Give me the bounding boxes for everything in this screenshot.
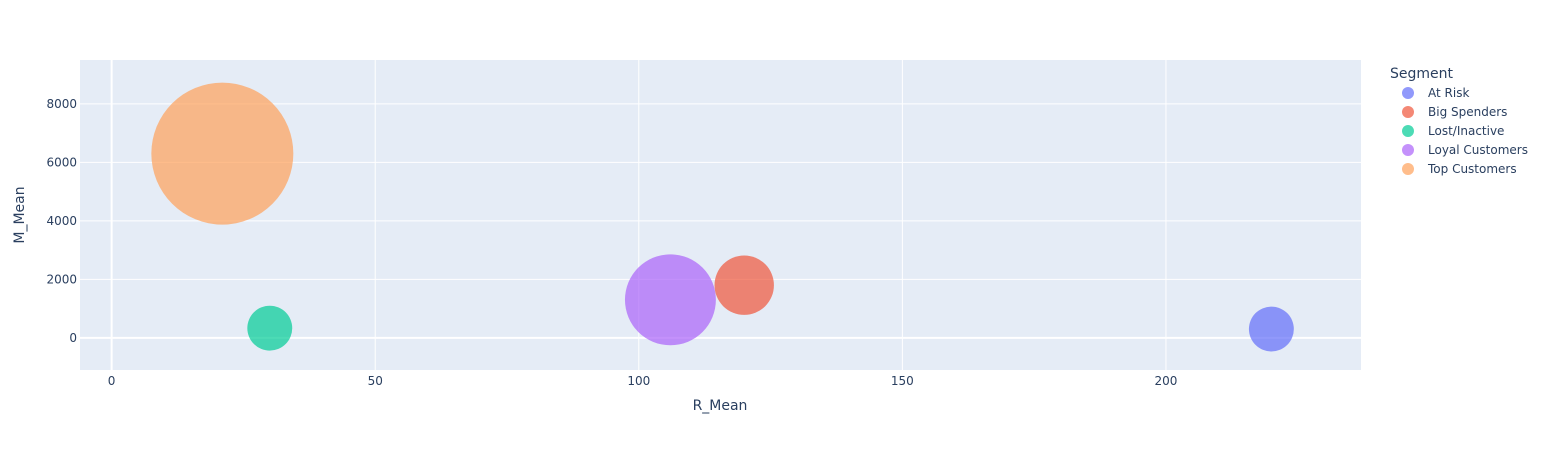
x-axis-title: R_Mean (693, 398, 748, 414)
x-gridlines (110, 60, 1167, 370)
y-tick-label: 6000 (46, 155, 77, 169)
x-tick-label: 150 (891, 374, 914, 388)
y-axis-title: M_Mean (12, 186, 28, 243)
y-tick-label: 0 (69, 331, 77, 345)
legend-label: Big Spenders (1428, 105, 1507, 119)
bubble-top-customers (151, 82, 294, 225)
legend-marker (1402, 163, 1414, 175)
bubbles (151, 82, 1294, 352)
y-tick-label: 8000 (46, 97, 77, 111)
legend-marker (1402, 144, 1414, 156)
bubble-at-risk (1248, 306, 1294, 352)
legend-label: Top Customers (1427, 162, 1517, 176)
legend-label: Lost/Inactive (1428, 124, 1504, 138)
y-tick-label: 2000 (46, 272, 77, 286)
plot-area (80, 60, 1361, 370)
legend-marker (1402, 87, 1414, 99)
y-tick-labels: 0 2000 4000 6000 8000 (46, 97, 77, 345)
x-tick-label: 50 (368, 374, 383, 388)
legend: Segment At Risk Big Spenders Lost/Inactive… (1390, 66, 1528, 176)
y-tick-label: 4000 (46, 214, 77, 228)
x-tick-label: 200 (1154, 374, 1177, 388)
legend-marker (1402, 125, 1414, 137)
legend-marker (1402, 106, 1414, 118)
legend-title: Segment (1390, 66, 1454, 82)
bubble-big-spenders (714, 255, 774, 315)
y-gridlines (80, 103, 1361, 339)
x-tick-labels: 0 50 100 150 200 (108, 374, 1178, 388)
x-tick-label: 0 (108, 374, 116, 388)
bubble-lost-inactive (247, 305, 293, 351)
legend-label: Loyal Customers (1428, 143, 1528, 157)
legend-label: At Risk (1428, 86, 1469, 100)
bubble-loyal-customers (624, 254, 716, 346)
x-tick-label: 100 (627, 374, 650, 388)
